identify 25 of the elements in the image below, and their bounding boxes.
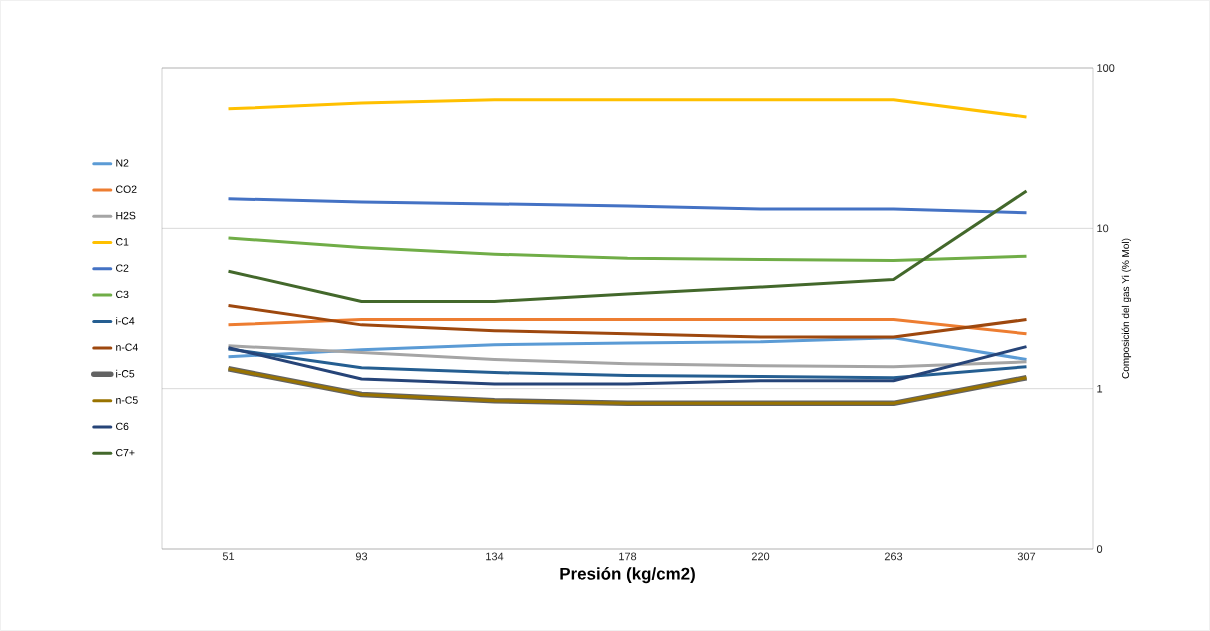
legend-label: N2 (116, 159, 129, 167)
legend-label: C1 (116, 238, 129, 246)
x-tick-label: 178 (619, 552, 637, 561)
legend-label: CO2 (116, 185, 137, 193)
legend-label: H2S (116, 211, 136, 220)
x-tick-label: 93 (355, 552, 368, 561)
legend-label: i-C5 (116, 369, 135, 378)
legend-label: i-C4 (116, 316, 135, 325)
y-tick-label: 1 (1097, 384, 1103, 393)
legend-label: n-C5 (116, 396, 138, 404)
x-tick-label: 263 (884, 552, 903, 561)
y-tick-label: 0 (1096, 545, 1103, 553)
x-tick-label: 134 (486, 552, 504, 561)
x-axis-title: Presión (kg/cm2) (560, 567, 695, 584)
legend-label: C3 (116, 290, 129, 299)
x-tick-label: 51 (222, 552, 235, 561)
legend-label: C2 (116, 264, 129, 272)
y-tick-label: 100 (1097, 64, 1115, 72)
x-tick-label: 220 (751, 552, 770, 561)
y-tick-label: 10 (1097, 224, 1109, 233)
legend-label: C6 (116, 422, 129, 431)
legend-label: C7+ (116, 448, 135, 457)
legend-label: n-C4 (116, 343, 138, 351)
x-tick-label: 307 (1017, 552, 1036, 561)
y-axis-title: Composición del gas Yi (% Mol) (1121, 238, 1132, 379)
